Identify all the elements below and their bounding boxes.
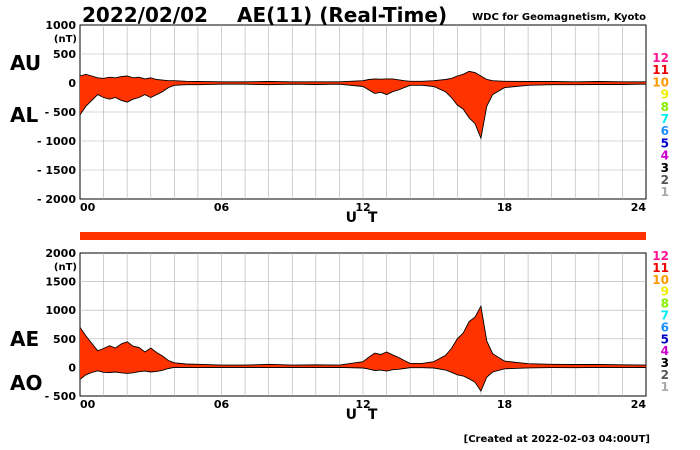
station-legend-number: 3 <box>661 161 669 175</box>
au-al-area <box>79 70 647 140</box>
y-tick-label: 1000 <box>45 304 76 317</box>
x-tick-label: 24 <box>631 201 647 214</box>
station-legend-number: 7 <box>661 309 669 323</box>
x-tick-label: 18 <box>497 201 512 214</box>
y-tick-label: - 1000 <box>37 135 76 148</box>
station-legend-number: 1 <box>661 185 669 199</box>
ao-side-label: AO <box>10 371 42 395</box>
au-al-grid <box>80 25 646 199</box>
au-side-label: AU <box>10 51 41 75</box>
series-line-ae <box>79 304 647 366</box>
x-tick-label: 06 <box>214 398 230 411</box>
station-legend-number: 6 <box>661 320 669 334</box>
au-al-y-axis: 1000 500 0 - 500 - 1000 - 1500 - 2000 <box>37 19 76 206</box>
station-legend-number: 8 <box>661 297 669 311</box>
al-side-label: AL <box>10 103 38 127</box>
station-legend-number: 9 <box>661 88 669 102</box>
x-tick-label: 06 <box>214 201 230 214</box>
station-legend-number: 4 <box>661 344 669 358</box>
series-line-ao <box>79 366 647 393</box>
x-tick-label: 12 <box>355 398 370 411</box>
y-tick-label: - 500 <box>45 106 77 119</box>
station-legend-number: 3 <box>661 356 669 370</box>
data-source: WDC for Geomagnetism, Kyoto <box>472 12 646 23</box>
au-al-panel: 1000 500 0 - 500 - 1000 - 1500 - 2000 00 06 12 18… <box>10 19 647 226</box>
station-legend-number: 2 <box>661 368 669 382</box>
x-tick-label: 24 <box>631 398 647 411</box>
ae-ao-x-axis-label: U T <box>346 407 381 423</box>
station-legend-number: 10 <box>652 75 669 89</box>
y-tick-label: 500 <box>53 48 76 61</box>
station-legend-number: 10 <box>652 273 669 287</box>
y-tick-label: - 2000 <box>37 193 76 206</box>
data-coverage-bar <box>80 232 646 240</box>
station-legend-number: 7 <box>661 112 669 126</box>
station-legend-number: 2 <box>661 173 669 187</box>
station-legend-number: 9 <box>661 285 669 299</box>
ae-side-label: AE <box>10 327 39 351</box>
au-al-unit-label: (nT) <box>54 34 77 45</box>
station-legend-number: 5 <box>661 136 669 150</box>
ae-ao-y-axis: 2000 1500 1000 500 0 - 500 <box>45 247 77 403</box>
envelope-fill <box>80 71 646 139</box>
series-line-al <box>79 83 647 140</box>
x-tick-label: 12 <box>355 201 370 214</box>
station-legend-number: 12 <box>652 249 669 263</box>
series-line-au <box>79 70 646 83</box>
y-tick-label: 0 <box>68 361 76 374</box>
created-timestamp: [Created at 2022-02-03 04:00UT] <box>464 434 650 445</box>
x-tick-label: 00 <box>80 201 96 214</box>
au-al-x-axis: 00 06 12 18 24 <box>80 201 646 214</box>
station-legend-number: 4 <box>661 149 669 163</box>
station-legend-number: 11 <box>652 261 669 275</box>
ae-ao-panel: 2000 1500 1000 500 0 - 500 00 06 12 18 24 (nT) AE… <box>10 247 647 423</box>
station-legend-number: 1 <box>661 380 669 394</box>
station-legend-number: 11 <box>652 63 669 77</box>
y-tick-label: 0 <box>68 77 76 90</box>
chart-date: 2022/02/02 <box>82 3 208 27</box>
y-tick-label: 500 <box>53 333 76 346</box>
x-tick-label: 18 <box>497 398 512 411</box>
station-legend-number: 12 <box>652 51 669 65</box>
y-tick-label: - 1500 <box>37 164 76 177</box>
y-tick-label: 1500 <box>45 276 76 289</box>
au-al-x-axis-label: U T <box>346 210 381 226</box>
y-tick-label: 2000 <box>45 247 76 260</box>
x-tick-label: 00 <box>80 398 96 411</box>
ae-ao-unit-label: (nT) <box>54 262 77 273</box>
y-tick-label: 1000 <box>45 19 76 32</box>
ae-ao-x-axis: 00 06 12 18 24 <box>80 398 646 411</box>
station-legend-number: 5 <box>661 332 669 346</box>
y-tick-label: - 500 <box>45 390 77 403</box>
ae-ao-grid <box>80 253 646 396</box>
station-legend-number: 8 <box>661 100 669 114</box>
chart-title: AE(11) (Real-Time) <box>237 3 447 27</box>
ae-ao-area <box>79 304 647 393</box>
station-legend-number: 6 <box>661 124 669 138</box>
